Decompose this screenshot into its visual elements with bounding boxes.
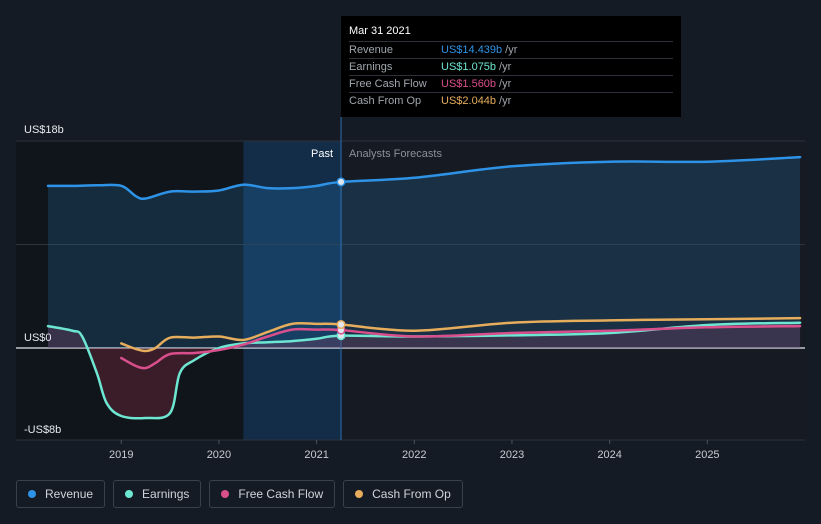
series-line-layer	[46, 155, 802, 420]
past-label: Past	[311, 148, 333, 160]
legend-dot-icon	[125, 490, 134, 498]
legend: Revenue Earnings Free Cash Flow Cash Fro…	[16, 480, 463, 508]
y-tick-label: -US$8b	[24, 424, 61, 436]
legend-label: Free Cash Flow	[238, 487, 324, 501]
y-tick-label: US$18b	[24, 124, 64, 136]
tooltip-row-revenue: Revenue US$14.439b /yr	[349, 41, 673, 58]
tooltip-value: US$2.044b	[441, 95, 497, 107]
revenue-line	[46, 155, 802, 201]
axis-label-layer: 2019 2020 2021 2022 2023 2024 2025 US$18b US$0 -U…	[24, 124, 720, 461]
legend-item-revenue[interactable]: Revenue	[16, 480, 106, 508]
highlight-band	[243, 141, 342, 440]
tooltip-value: US$14.439b	[441, 44, 503, 56]
marker-layer	[336, 177, 346, 341]
tooltip-unit: /yr	[499, 78, 512, 90]
tooltip-unit: /yr	[499, 61, 512, 73]
cash-from-op-line	[120, 316, 802, 353]
tooltip-label: Revenue	[349, 44, 394, 56]
y-tick-label: US$0	[24, 332, 52, 344]
x-tick-label: 2021	[304, 449, 328, 461]
free-cash-flow-line	[120, 324, 802, 370]
revenue-area	[48, 157, 801, 348]
legend-dot-icon	[355, 490, 364, 498]
legend-item-free-cash-flow[interactable]: Free Cash Flow	[209, 480, 336, 508]
tooltip: Mar 31 2021 Revenue US$14.439b /yr Earni…	[341, 16, 681, 117]
tooltip-row-earnings: Earnings US$1.075b /yr	[349, 58, 673, 75]
legend-item-earnings[interactable]: Earnings	[113, 480, 202, 508]
tooltip-row-cash-from-op: Cash From Op US$2.044b /yr	[349, 92, 673, 109]
tooltip-value: US$1.075b	[441, 61, 497, 73]
tooltip-row-free-cash-flow: Free Cash Flow US$1.560b /yr	[349, 75, 673, 92]
forecast-label: Analysts Forecasts	[349, 148, 442, 160]
legend-dot-icon	[221, 490, 230, 498]
x-tick-label: 2024	[597, 449, 621, 461]
grid-layer	[16, 117, 805, 444]
legend-dot-icon	[28, 490, 36, 498]
tooltip-unit: /yr	[499, 95, 512, 107]
x-tick-label: 2019	[109, 449, 133, 461]
tooltip-label: Cash From Op	[349, 95, 422, 107]
tooltip-value: US$1.560b	[441, 78, 497, 90]
x-tick-label: 2025	[695, 449, 719, 461]
x-tick-label: 2020	[207, 449, 231, 461]
tooltip-label: Earnings	[349, 61, 393, 73]
tooltip-date: Mar 31 2021	[349, 25, 411, 37]
tooltip-unit: /yr	[505, 44, 518, 56]
x-tick-label: 2022	[402, 449, 426, 461]
legend-label: Revenue	[45, 487, 94, 501]
legend-item-cash-from-op[interactable]: Cash From Op	[343, 480, 463, 508]
forecast-region-tint	[341, 141, 805, 440]
x-tick-label: 2023	[500, 449, 524, 461]
cash-from-op-marker	[336, 319, 346, 330]
legend-label: Cash From Op	[372, 487, 451, 501]
revenue-marker	[336, 177, 346, 187]
tooltip-label: Free Cash Flow	[349, 78, 427, 90]
legend-label: Earnings	[142, 487, 190, 501]
earnings-line	[46, 321, 802, 420]
